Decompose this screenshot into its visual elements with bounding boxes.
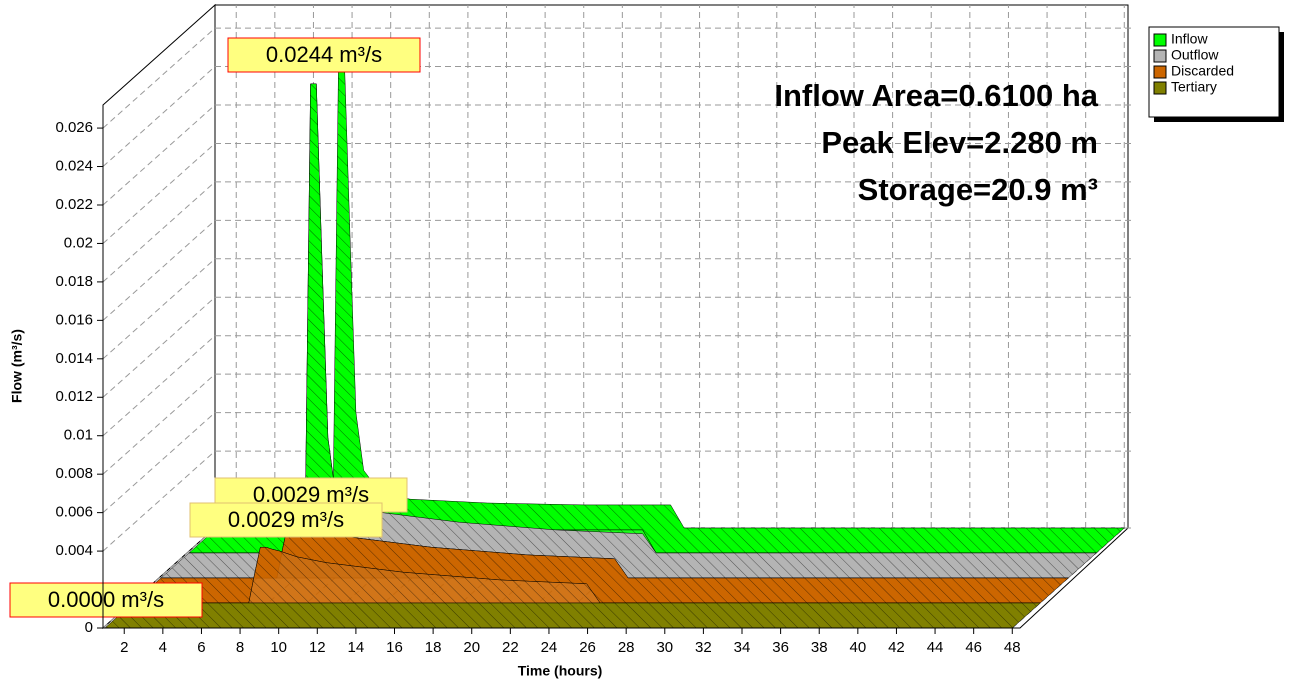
x-axis-label: Time (hours) (518, 663, 603, 679)
x-tick-label: 30 (656, 639, 673, 656)
x-tick-label: 28 (618, 639, 635, 656)
x-tick-label: 26 (579, 639, 596, 656)
grid-line (102, 27, 216, 129)
legend-label: Inflow (1171, 31, 1208, 47)
x-tick-label: 40 (849, 639, 866, 656)
y-tick-label: 0.006 (55, 504, 93, 521)
x-tick-label: 24 (541, 639, 558, 656)
y-tick-label: 0.004 (55, 542, 93, 559)
legend-label: Tertiary (1171, 79, 1217, 95)
x-tick-label: 34 (734, 639, 751, 656)
grid-line (102, 450, 216, 552)
y-axis-label: Flow (m³/s) (9, 329, 25, 403)
x-tick-label: 36 (772, 639, 789, 656)
data-label: 0.0000 m³/s (48, 587, 164, 612)
x-tick-label: 46 (965, 639, 982, 656)
y-tick-label: 0.02 (64, 234, 93, 251)
x-tick-label: 18 (425, 639, 442, 656)
series-top-hatch (160, 497, 1097, 578)
x-tick-label: 4 (159, 639, 167, 656)
grid-line (102, 412, 216, 514)
x-tick-label: 2 (120, 639, 128, 656)
annotation: Storage=20.9 m³ (858, 172, 1098, 207)
grid-line (102, 258, 216, 360)
legend-swatch (1153, 81, 1167, 95)
x-tick-label: 10 (270, 639, 287, 656)
y-tick-label: 0.016 (55, 311, 93, 328)
x-tick-label: 44 (927, 639, 944, 656)
grid-line (102, 373, 216, 475)
x-tick-label: 32 (695, 639, 712, 656)
x-tick-label: 20 (463, 639, 480, 656)
y-tick-label: 0.022 (55, 196, 93, 213)
x-tick-label: 22 (502, 639, 519, 656)
grid-line (102, 335, 216, 437)
annotation: Inflow Area=0.6100 ha (774, 78, 1098, 113)
grid-line (102, 219, 216, 321)
y-tick-label: 0.018 (55, 273, 93, 290)
data-label: 0.0244 m³/s (266, 42, 382, 67)
y-tick-label: 0.01 (64, 427, 93, 444)
x-tick-label: 42 (888, 639, 905, 656)
x-tick-label: 12 (309, 639, 326, 656)
legend-box (1148, 26, 1280, 118)
grid-line (102, 66, 216, 167)
x-tick-label: 8 (236, 639, 244, 656)
data-label: 0.0029 m³/s (228, 507, 344, 532)
series-top-hatch (104, 603, 1041, 628)
annotation: Peak Elev=2.280 m (821, 125, 1098, 160)
series-top-hatch (132, 522, 1069, 603)
y-tick-label: 0.008 (55, 465, 93, 482)
y-tick-label: 0.026 (55, 119, 93, 136)
data-label-box (227, 37, 421, 73)
data-label-box (9, 582, 203, 618)
x-tick-label: 16 (386, 639, 403, 656)
legend-label: Discarded (1171, 63, 1234, 79)
y-tick-label: 0.014 (55, 350, 93, 367)
grid-line (102, 296, 216, 398)
legend-swatch (1153, 33, 1167, 47)
legend-swatch (1153, 65, 1167, 79)
y-tick-label: 0.012 (55, 388, 93, 405)
series-area-hatch (132, 547, 1041, 603)
legend-swatch (1153, 49, 1167, 63)
grid-line (102, 104, 216, 206)
y-tick-label: 0.024 (55, 157, 93, 174)
legend-label: Outflow (1171, 47, 1219, 63)
x-tick-label: 48 (1004, 639, 1021, 656)
x-tick-label: 6 (197, 639, 205, 656)
x-tick-label: 38 (811, 639, 828, 656)
data-label-box (189, 502, 383, 538)
grid-line (102, 181, 216, 283)
x-tick-label: 14 (348, 639, 365, 656)
y-tick-label: 0 (85, 619, 93, 636)
grid-line (102, 143, 216, 244)
